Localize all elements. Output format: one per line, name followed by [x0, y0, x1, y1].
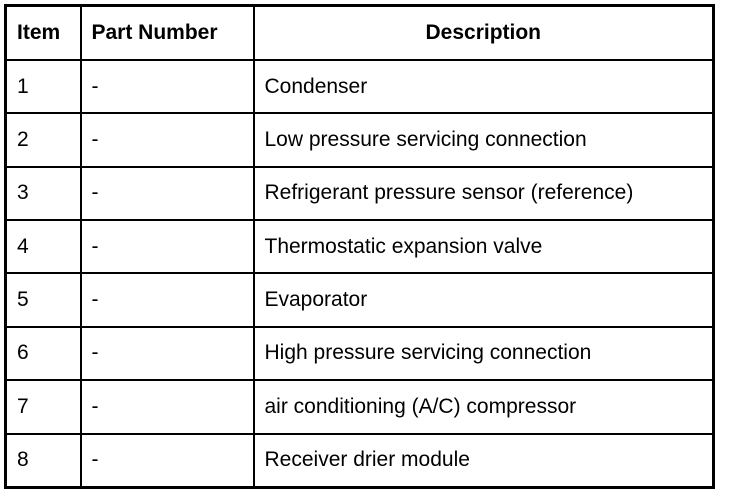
item-cell: 8 — [4, 432, 82, 489]
description-cell: Receiver drier module — [252, 432, 715, 489]
table-row: 7- air conditioning (A/C) compressor — [4, 379, 715, 435]
description-cell: Evaporator — [252, 272, 715, 328]
description-cell: Thermostatic expansion valve — [252, 219, 715, 275]
item-cell: 4 — [4, 219, 82, 275]
table-row: 3- Refrigerant pressure sensor (reference… — [4, 165, 715, 222]
part-number-cell: - — [79, 432, 255, 489]
part-number-cell: - — [79, 325, 255, 382]
table-row: 5- Evaporator — [4, 272, 715, 328]
header-part-number: Part Number — [79, 4, 255, 61]
part-number-cell: - — [79, 112, 255, 168]
table-row: 8- Receiver drier module — [4, 432, 715, 489]
table-row: 2- Low pressure servicing connection — [4, 112, 715, 168]
table-row: 1- Condenser — [4, 58, 715, 115]
item-cell: 5 — [4, 272, 82, 328]
item-cell: 2 — [4, 112, 82, 168]
part-number-cell: - — [79, 379, 255, 435]
part-number-cell: - — [79, 272, 255, 328]
part-number-cell: - — [79, 219, 255, 275]
table-row: 4- Thermostatic expansion valve — [4, 219, 715, 275]
header-row: Item Part Number Description — [4, 4, 715, 61]
part-number-cell: - — [79, 165, 255, 222]
header-description: Description — [252, 4, 715, 61]
description-cell: Condenser — [252, 58, 715, 115]
item-cell: 3 — [4, 165, 82, 222]
description-cell: High pressure servicing connection — [252, 325, 715, 382]
description-cell: Refrigerant pressure sensor (reference) — [252, 165, 715, 222]
description-cell: Low pressure servicing connection — [252, 112, 715, 168]
part-number-cell: - — [79, 58, 255, 115]
parts-table: Item Part Number Description 1- Condenser… — [4, 4, 715, 489]
item-cell: 6 — [4, 325, 82, 382]
item-cell: 7 — [4, 379, 82, 435]
item-cell: 1 — [4, 58, 82, 115]
description-cell: air conditioning (A/C) compressor — [252, 379, 715, 435]
table-row: 6- High pressure servicing connection — [4, 325, 715, 382]
header-item: Item — [4, 4, 82, 61]
